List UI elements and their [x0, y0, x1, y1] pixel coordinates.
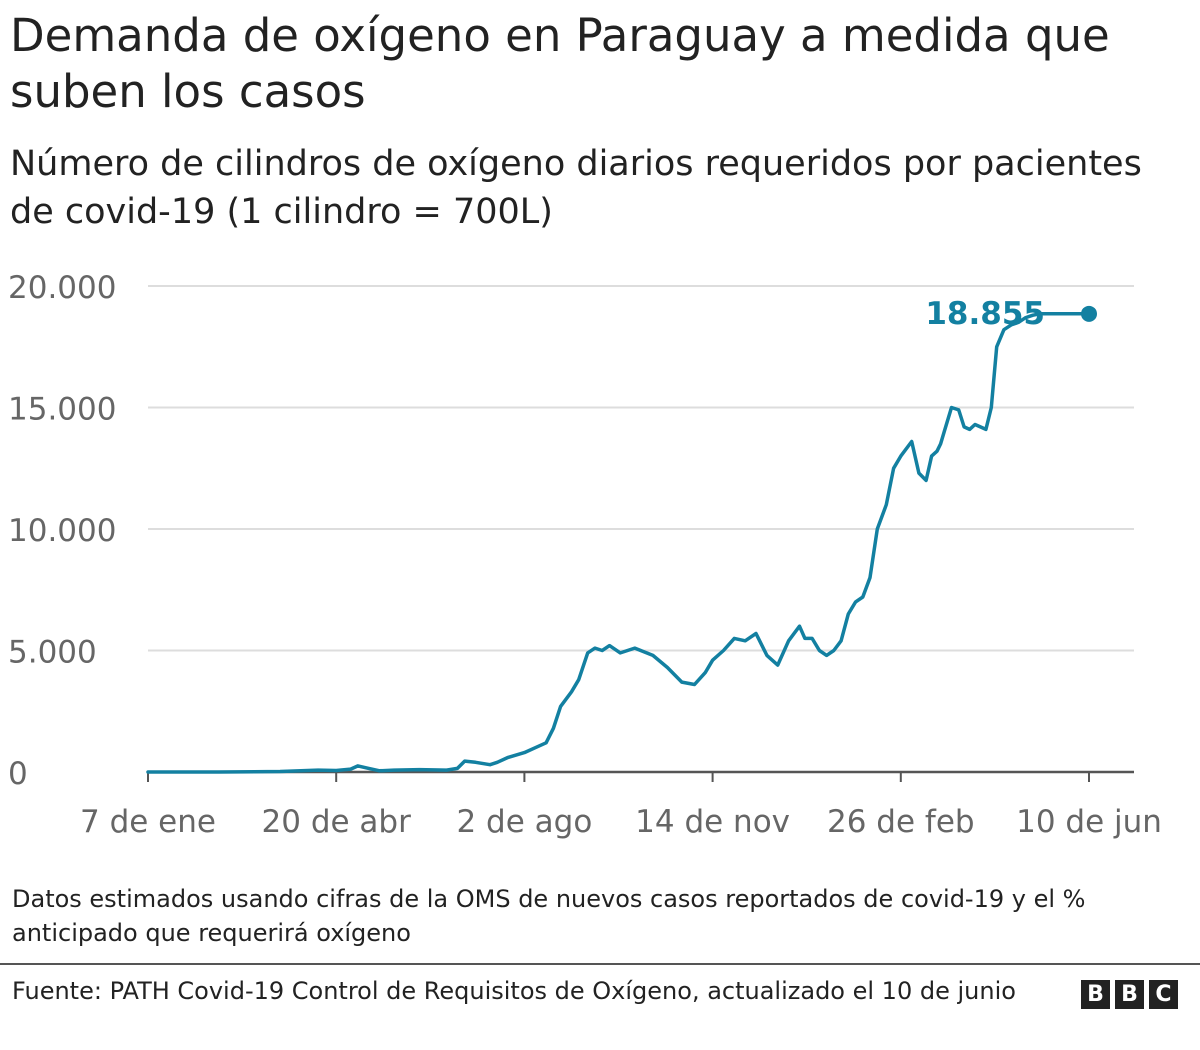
source-text: Fuente: PATH Covid-19 Control de Requisi…	[12, 977, 1016, 1005]
y-tick-label: 5.000	[8, 635, 97, 671]
series-line	[146, 312, 1091, 774]
bbc-logo-letter: C	[1149, 980, 1178, 1009]
end-point-marker	[1081, 305, 1097, 322]
x-tick-label: 26 de feb	[827, 804, 975, 840]
chart-title: Demanda de oxígeno en Paraguay a medida …	[10, 9, 1110, 118]
x-tick-label: 10 de jun	[1016, 804, 1162, 840]
x-tick-label: 7 de ene	[80, 804, 216, 840]
line-chart: 0 5.000 10.000 15.000 20.000 7 de ene 20 de ab…	[8, 270, 1162, 840]
x-tick-label: 14 de nov	[635, 804, 790, 840]
y-tick-label: 10.000	[8, 513, 116, 549]
x-tick-label: 2 de ago	[456, 804, 592, 840]
y-tick-label: 15.000	[8, 392, 116, 428]
end-value-label: 18.855	[925, 296, 1045, 332]
chart-note: Datos estimados usando cifras de la OMS …	[12, 885, 1086, 947]
y-tick-label: 0	[8, 756, 28, 792]
chart-subtitle: Número de cilindros de oxígeno diarios r…	[10, 144, 1142, 232]
footer-divider	[0, 963, 1200, 965]
bbc-logo-letter: B	[1115, 980, 1144, 1009]
x-tick-label: 20 de abr	[262, 804, 412, 840]
y-tick-label: 20.000	[8, 270, 116, 306]
bbc-logo: B B C	[1081, 980, 1178, 1009]
bbc-logo-letter: B	[1081, 980, 1110, 1009]
